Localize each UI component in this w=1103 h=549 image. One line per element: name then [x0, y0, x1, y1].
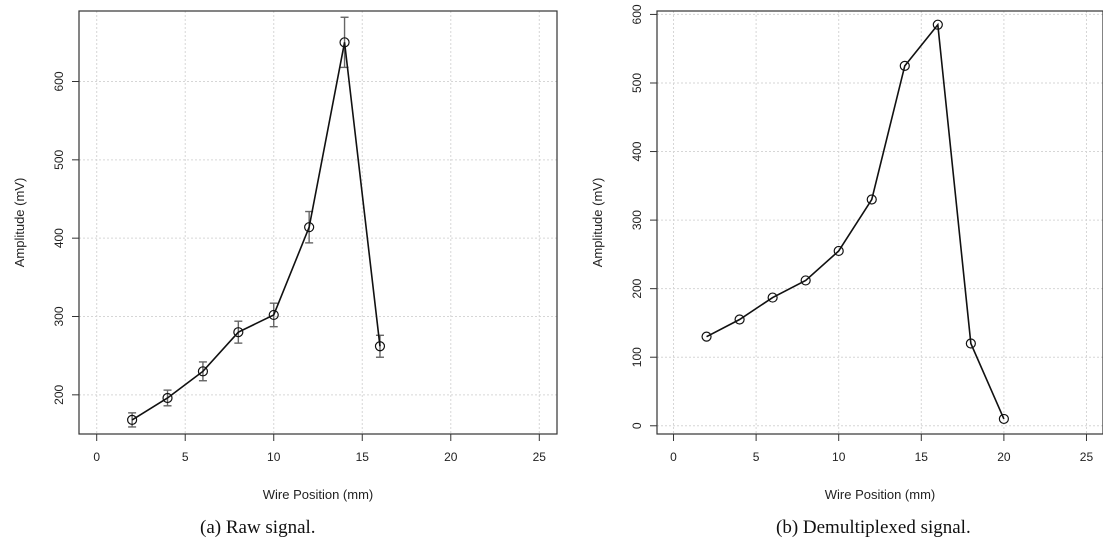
data-point — [127, 414, 138, 425]
y-tick-label: 200 — [52, 385, 66, 405]
x-tick-label: 15 — [915, 450, 929, 464]
y-axis-label: Amplitude (mV) — [12, 178, 27, 268]
x-tick-label: 15 — [356, 450, 370, 464]
y-tick-label: 300 — [52, 306, 66, 326]
x-tick-label: 0 — [93, 450, 100, 464]
series-line — [706, 22, 1005, 420]
data-point — [800, 275, 811, 286]
data-point — [965, 338, 976, 349]
x-tick-label: 25 — [533, 450, 547, 464]
plot-frame — [78, 10, 558, 435]
y-tick-label: 0 — [630, 422, 644, 429]
x-tick-label: 0 — [670, 450, 677, 464]
y-tick-label: 600 — [630, 4, 644, 24]
data-point — [767, 292, 778, 303]
data-point — [734, 314, 745, 325]
data-point — [339, 37, 350, 48]
y-tick-label: 100 — [630, 347, 644, 367]
y-tick-label: 300 — [630, 210, 644, 230]
data-point — [233, 327, 244, 338]
data-point — [701, 331, 712, 342]
data-point — [197, 366, 209, 377]
data-point — [833, 245, 844, 257]
data-point — [998, 413, 1009, 425]
data-point — [268, 309, 279, 321]
chart-demultiplexed-signal: 0 5 10 15 20 25 0 100 200 300 400 500 600 Wire Positi… — [590, 4, 1103, 502]
data-point — [899, 60, 910, 71]
x-tick-label: 5 — [182, 450, 189, 464]
caption-raw-signal: (a) Raw signal. — [200, 517, 316, 538]
data-point — [304, 222, 315, 233]
x-tick-label: 10 — [832, 450, 846, 464]
data-point — [866, 194, 877, 205]
y-axis-label: Amplitude (mV) — [590, 178, 605, 268]
data-point — [932, 19, 943, 30]
data-point — [162, 392, 173, 404]
caption-demultiplexed-signal: (b) Demultiplexed signal. — [776, 517, 971, 538]
plot-frame — [656, 10, 1103, 435]
x-tick-label: 5 — [753, 450, 760, 464]
y-tick-label: 200 — [630, 278, 644, 298]
x-tick-label: 20 — [997, 450, 1011, 464]
chart-raw-signal: 0 5 10 15 20 25 200 300 400 500 600 Wire Position (… — [12, 10, 558, 502]
y-tick-label: 400 — [52, 228, 66, 248]
data-point — [374, 341, 386, 352]
x-tick-label: 20 — [444, 450, 458, 464]
x-tick-label: 25 — [1080, 450, 1094, 464]
x-axis-label: Wire Position (mm) — [825, 487, 936, 502]
x-tick-label: 10 — [267, 450, 281, 464]
y-tick-label: 400 — [630, 141, 644, 161]
y-tick-label: 600 — [52, 71, 66, 91]
series-line — [131, 42, 381, 421]
y-tick-label: 500 — [630, 73, 644, 93]
y-tick-label: 500 — [52, 150, 66, 170]
x-axis-label: Wire Position (mm) — [263, 487, 374, 502]
